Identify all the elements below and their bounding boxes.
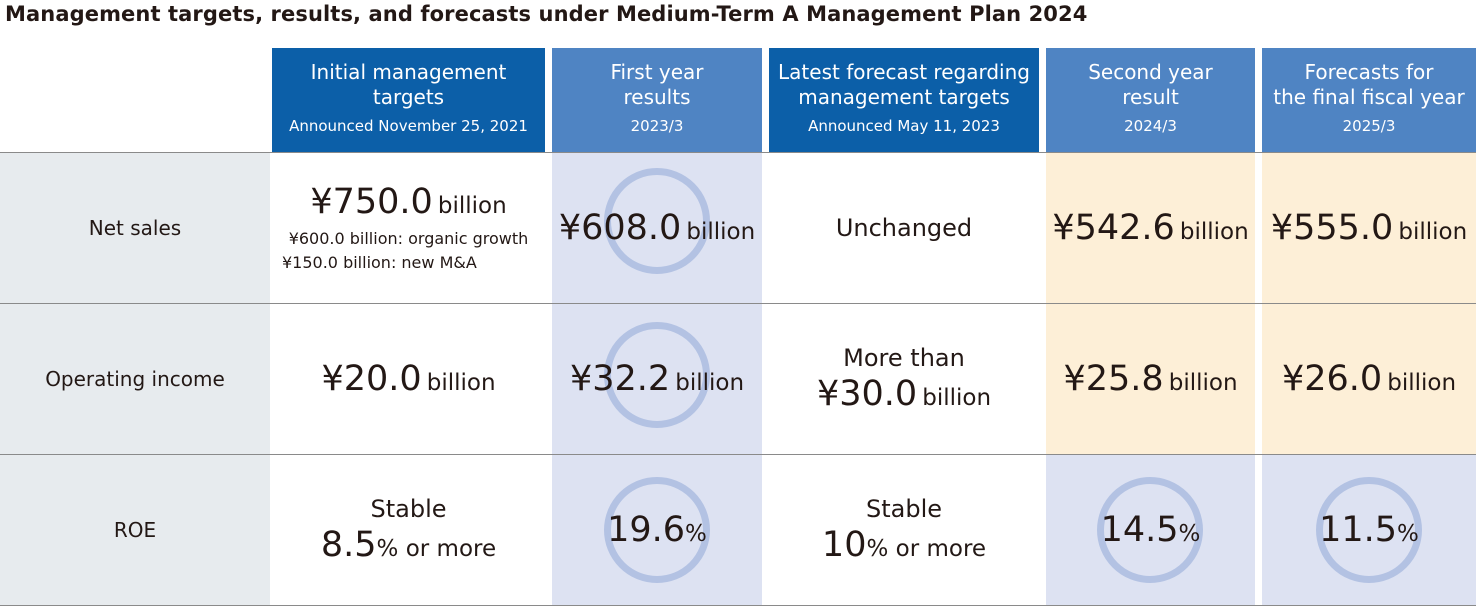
row-label-net-sales: Net sales (0, 153, 270, 303)
cell-operating-income-latest: More than ¥30.0 billion (769, 304, 1039, 454)
cell-roe-initial: Stable 8.5% or more (272, 455, 545, 605)
cell-operating-income-final: ¥26.0 billion (1262, 304, 1476, 454)
value: 14.5 (1100, 510, 1179, 550)
row-divider (0, 454, 1476, 455)
cell-net-sales-first: ¥608.0 billion (552, 153, 762, 303)
value: 10 (821, 525, 867, 565)
cell-roe-latest: Stable 10% or more (769, 455, 1039, 605)
column-header-initial-targets: Initial management targets Announced Nov… (272, 48, 545, 152)
value: ¥26.0 (1281, 359, 1383, 399)
unit: billion (1168, 370, 1238, 396)
unit: billion (437, 193, 507, 219)
page-title: Management targets, results, and forecas… (5, 2, 1088, 26)
value: 19.6 (607, 510, 686, 550)
column-header-label: Initial management targets (310, 60, 507, 109)
cell-roe-second: 14.5% (1046, 455, 1255, 605)
row-divider (0, 303, 1476, 304)
note-organic: ¥600.0 billion: organic growth (288, 229, 529, 248)
value: ¥750.0 (310, 182, 433, 222)
column-header-sub: 2024/3 (1124, 117, 1177, 135)
value: ¥542.6 (1052, 208, 1175, 248)
highlight-circle (604, 322, 710, 428)
column-header-sub: 2023/3 (630, 117, 684, 135)
column-header-latest-forecast: Latest forecast regarding management tar… (769, 48, 1039, 152)
cell-operating-income-first: ¥32.2 billion (552, 304, 762, 454)
value: 8.5 (320, 525, 377, 565)
unit: billion (1179, 219, 1249, 245)
cell-net-sales-latest: Unchanged (769, 153, 1039, 303)
cell-operating-income-second: ¥25.8 billion (1046, 304, 1255, 454)
cell-net-sales-second: ¥542.6 billion (1046, 153, 1255, 303)
column-header-label: First year results (610, 60, 704, 109)
value: ¥32.2 (569, 359, 671, 399)
cell-operating-income-initial: ¥20.0 billion (272, 304, 545, 454)
unit: billion (675, 370, 745, 396)
unit: % (685, 521, 707, 547)
unit: % (1178, 521, 1201, 547)
unit: % or more (376, 536, 497, 562)
unit: billion (1387, 370, 1457, 396)
value: ¥608.0 (558, 208, 682, 248)
row-label-roe: ROE (0, 455, 270, 605)
highlight-circle (1097, 477, 1203, 583)
value: ¥20.0 (321, 359, 422, 399)
unit: % or more (866, 536, 987, 562)
unit: billion (922, 385, 992, 411)
unit: % (1397, 521, 1419, 547)
row-divider (0, 605, 1476, 606)
column-header-final-year: Forecasts for the final fiscal year 2025… (1262, 48, 1476, 152)
column-header-sub: 2025/3 (1342, 117, 1396, 135)
value: 11.5 (1319, 510, 1398, 550)
unit: billion (686, 219, 756, 245)
row-label-operating-income: Operating income (0, 304, 270, 454)
cell-net-sales-initial: ¥750.0 billion ¥600.0 billion: organic g… (272, 153, 545, 303)
column-header-label: Forecasts for the final fiscal year (1273, 60, 1465, 109)
column-header-first-year: First year results 2023/3 (552, 48, 762, 152)
note-ma: ¥150.0 billion: new M&A (282, 253, 477, 272)
prefix: More than (843, 344, 965, 372)
value: ¥25.8 (1063, 359, 1164, 399)
highlight-circle (1316, 477, 1422, 583)
column-header-second-year: Second year result 2024/3 (1046, 48, 1255, 152)
column-header-label: Second year result (1088, 60, 1213, 109)
unit: billion (1398, 219, 1468, 245)
highlight-circle (604, 477, 710, 583)
prefix: Stable (865, 495, 943, 523)
column-header-sub: Announced May 11, 2023 (808, 117, 1000, 135)
value: ¥555.0 (1270, 208, 1394, 248)
value: ¥30.0 (816, 374, 918, 414)
unit: billion (426, 370, 496, 396)
value-text: Unchanged (835, 214, 973, 242)
column-header-label: Latest forecast regarding management tar… (778, 60, 1030, 109)
highlight-circle (604, 168, 710, 274)
prefix: Stable (370, 495, 447, 523)
cell-net-sales-final: ¥555.0 billion (1262, 153, 1476, 303)
cell-roe-first: 19.6% (552, 455, 762, 605)
row-divider (0, 152, 1476, 153)
column-header-sub: Announced November 25, 2021 (289, 117, 528, 135)
cell-roe-final: 11.5% (1262, 455, 1476, 605)
